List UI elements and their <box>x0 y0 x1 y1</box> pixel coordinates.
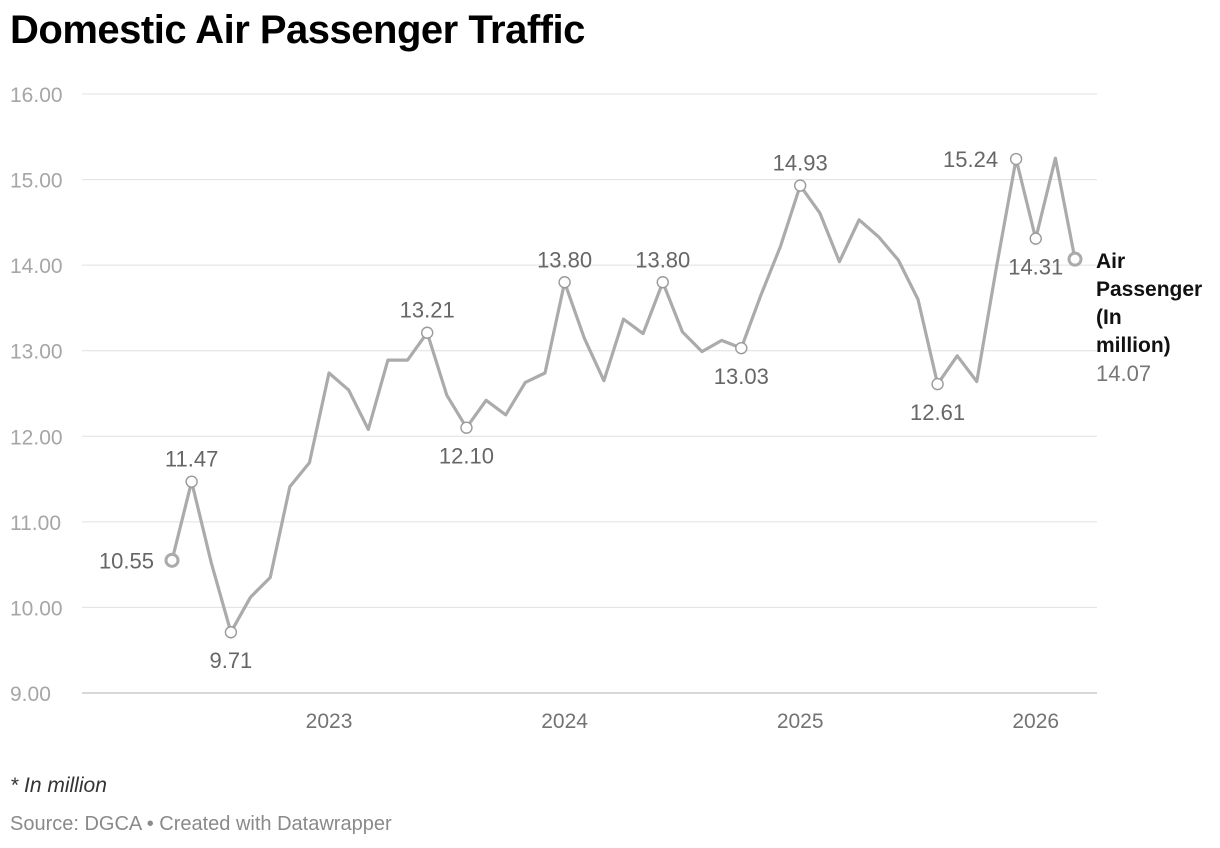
y-axis-ticks: 9.00 10.00 11.00 12.00 13.00 14.00 15.00 16.00 <box>10 84 63 706</box>
end-point-marker <box>1067 251 1083 267</box>
series-line <box>170 156 1077 634</box>
data-label: 14.93 <box>773 151 828 176</box>
series-last-value: 14.07 <box>1096 361 1151 386</box>
data-point-marker <box>460 421 473 434</box>
data-point-marker <box>1009 152 1023 166</box>
data-label: 11.47 <box>165 447 218 472</box>
data-point-marker <box>420 326 434 339</box>
series-name-line: Passenger <box>1096 278 1202 301</box>
data-label: 13.21 <box>400 298 455 323</box>
line-chart: 9.0010.0011.0012.0013.0014.0015.0016.00 … <box>10 84 1202 733</box>
series-name-line: million) <box>1096 334 1171 357</box>
unit-note: * In million <box>10 774 107 797</box>
y-tick-label: 16.00 <box>10 84 63 107</box>
y-tick-label: 11.00 <box>10 512 61 535</box>
data-label: 12.10 <box>439 444 494 469</box>
data-point-marker <box>931 377 944 391</box>
y-tick-label: 13.00 <box>10 341 63 364</box>
series-end-label: Air Passenger (In million) 14.07 <box>1096 250 1202 386</box>
marker-layer <box>164 152 1083 639</box>
series-layer <box>170 156 1077 634</box>
y-tick-label: 14.00 <box>10 255 63 278</box>
x-tick-label: 2025 <box>777 710 824 733</box>
data-point-marker <box>1029 232 1042 245</box>
x-tick-label: 2026 <box>1012 710 1059 733</box>
data-label: 13.80 <box>635 247 690 272</box>
y-tick-label: 9.00 <box>10 683 51 706</box>
x-tick-label: 2024 <box>541 710 588 733</box>
series-name-line: Air <box>1096 250 1125 273</box>
y-tick-label: 12.00 <box>10 426 63 449</box>
data-point-marker <box>558 276 571 289</box>
data-point-marker <box>793 179 807 192</box>
data-point-marker <box>735 341 748 355</box>
data-label: 13.03 <box>714 364 769 389</box>
series-name-line: (In <box>1096 306 1122 329</box>
gridlines <box>82 93 1097 694</box>
y-tick-label: 10.00 <box>10 597 63 620</box>
data-label: 14.31 <box>1008 255 1063 280</box>
data-point-marker <box>656 276 669 289</box>
data-label-layer: 10.55 11.47 9.71 13.21 12.10 13.80 13.80 13.03 1… <box>99 147 1063 673</box>
data-label: 13.80 <box>537 247 592 272</box>
x-axis-ticks: 2023 2024 2025 2026 <box>306 710 1059 733</box>
chart-title: Domestic Air Passenger Traffic <box>10 8 585 52</box>
data-label: 9.71 <box>209 648 252 673</box>
data-label: 15.24 <box>943 147 998 172</box>
data-label: 12.61 <box>910 400 965 425</box>
data-label: 10.55 <box>99 548 154 573</box>
source-line: Source: DGCA • Created with Datawrapper <box>10 813 392 835</box>
data-point-marker <box>164 552 180 568</box>
data-point-marker <box>224 626 238 639</box>
x-tick-label: 2023 <box>306 710 353 733</box>
data-point-marker <box>185 475 198 488</box>
y-tick-label: 15.00 <box>10 170 63 193</box>
